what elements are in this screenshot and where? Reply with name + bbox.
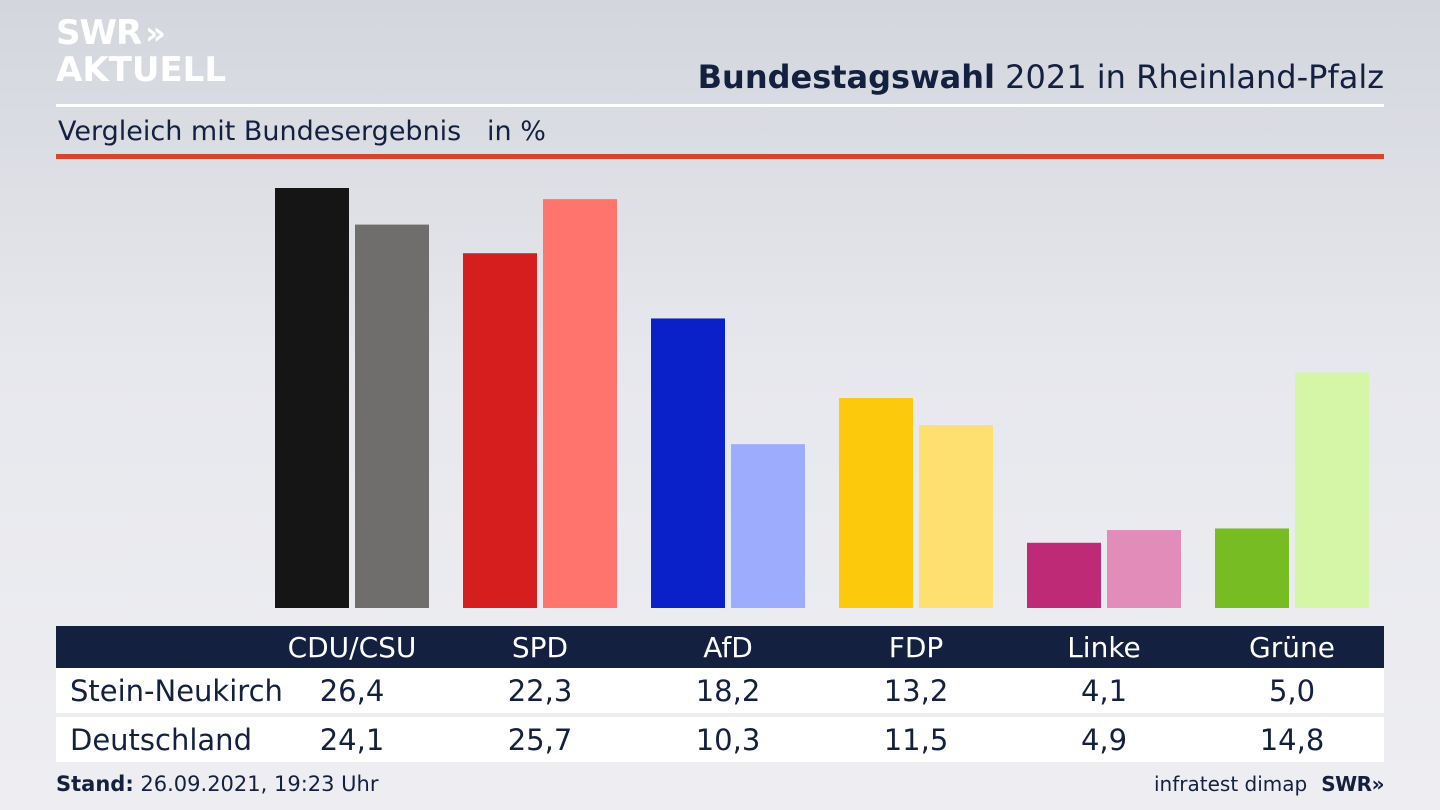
table-row: Stein-Neukirch 26,4 22,3 18,2 13,2 4,1 5,0 xyxy=(56,668,1384,713)
title-bold: Bundestagswahl xyxy=(697,58,995,96)
table-cell: 22,3 xyxy=(507,673,573,708)
bar-grüne-deutschland xyxy=(1295,372,1369,608)
table-cell: 4,1 xyxy=(1080,673,1128,708)
column-header: FDP xyxy=(888,630,944,664)
column-header: Grüne xyxy=(1249,630,1335,664)
bar-spd-stein-neukirch xyxy=(463,253,537,608)
footer-source: infratest dimap SWR» xyxy=(1154,772,1384,796)
bar-fdp-stein-neukirch xyxy=(839,398,913,608)
row-label: Deutschland xyxy=(70,722,252,757)
table-cell: 5,0 xyxy=(1268,673,1316,708)
subtitle-text: Vergleich mit Bundesergebnis xyxy=(58,116,462,147)
swr-aktuell-logo: SWR» AKTUELL xyxy=(56,16,226,87)
table-cell: 26,4 xyxy=(319,673,385,708)
bar-fdp-deutschland xyxy=(919,425,993,608)
page-title: Bundestagswahl 2021 in Rheinland-Pfalz xyxy=(698,58,1384,96)
title-rest: 2021 in Rheinland-Pfalz xyxy=(995,58,1384,96)
table-cell: 25,7 xyxy=(507,722,573,757)
bar-linke-deutschland xyxy=(1107,530,1181,608)
table-cell: 18,2 xyxy=(695,673,761,708)
table-row: Deutschland 24,1 25,7 10,3 11,5 4,9 14,8 xyxy=(56,717,1384,762)
table-cell: 4,9 xyxy=(1080,722,1128,757)
table-header: CDU/CSU SPD AfD FDP Linke Grüne xyxy=(56,626,1384,668)
table-cell: 13,2 xyxy=(883,673,949,708)
stand-label: Stand: xyxy=(56,772,134,796)
timestamp: Stand: 26.09.2021, 19:23 Uhr xyxy=(56,772,379,796)
table-cell: 24,1 xyxy=(319,722,385,757)
column-header: CDU/CSU xyxy=(287,630,417,664)
table-cell: 11,5 xyxy=(883,722,949,757)
bar-cdu-csu-stein-neukirch xyxy=(275,188,349,608)
accent-divider xyxy=(56,154,1384,159)
bar-chart xyxy=(275,188,1369,609)
source-label: infratest dimap xyxy=(1154,772,1308,796)
bar-afd-deutschland xyxy=(731,444,805,608)
logo-aktuell: AKTUELL xyxy=(56,50,227,90)
bar-linke-stein-neukirch xyxy=(1027,542,1101,608)
header-divider xyxy=(56,104,1384,107)
table-body: Stein-Neukirch 26,4 22,3 18,2 13,2 4,1 5,0 Deut… xyxy=(56,668,1384,762)
bar-cdu-csu-deutschland xyxy=(355,224,429,608)
column-header: AfD xyxy=(703,630,753,664)
column-header: SPD xyxy=(511,630,569,664)
results-table: CDU/CSU SPD AfD FDP Linke Grüne Stein-Neukirc… xyxy=(56,626,1384,762)
logo-swr: SWR xyxy=(56,13,142,53)
stand-value: 26.09.2021, 19:23 Uhr xyxy=(133,772,379,796)
bar-afd-stein-neukirch xyxy=(651,318,725,608)
swr-footer-logo: SWR» xyxy=(1321,772,1384,796)
unit-text: in % xyxy=(487,116,546,147)
chart-subtitle: Vergleich mit Bundesergebnis in % xyxy=(58,116,546,147)
table-cell: 10,3 xyxy=(695,722,761,757)
column-header: Linke xyxy=(1067,630,1141,664)
table-cell: 14,8 xyxy=(1259,722,1325,757)
row-label: Stein-Neukirch xyxy=(70,673,283,708)
bar-spd-deutschland xyxy=(543,199,617,609)
bar-grüne-stein-neukirch xyxy=(1215,528,1289,608)
